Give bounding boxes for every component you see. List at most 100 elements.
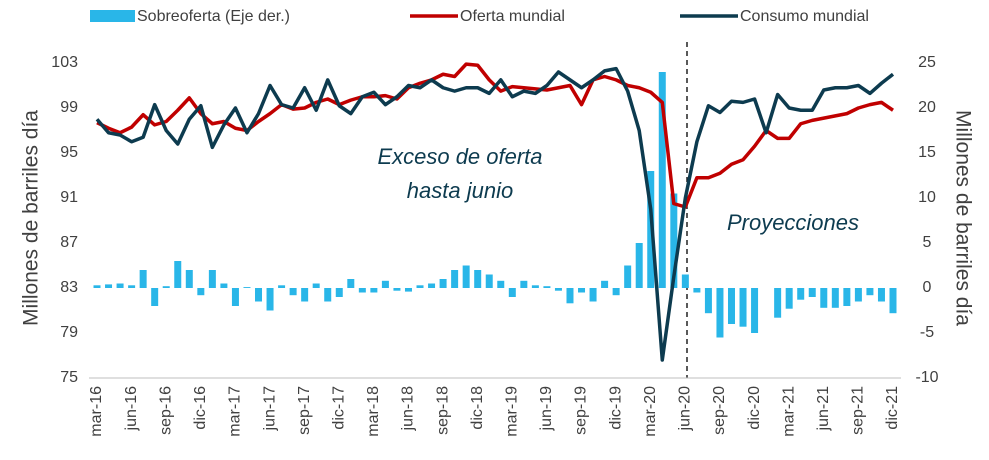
- bar: [889, 288, 897, 314]
- bar: [370, 288, 378, 293]
- y2-tick-label: -10: [915, 369, 938, 386]
- bar: [566, 288, 574, 304]
- bar: [808, 288, 816, 297]
- y2-tick-label: 5: [923, 234, 932, 251]
- bar: [266, 288, 274, 311]
- bar: [243, 287, 251, 288]
- y-tick-label: 95: [60, 144, 78, 161]
- y2-tick-label: 0: [923, 279, 932, 296]
- bar: [877, 288, 885, 302]
- bar: [635, 243, 643, 288]
- bar: [358, 288, 366, 293]
- bar: [428, 283, 436, 288]
- x-tick-label: sep-18: [434, 386, 451, 435]
- bar: [797, 288, 805, 300]
- y-tick-label: 103: [51, 54, 78, 71]
- bar: [324, 288, 332, 302]
- bar: [716, 288, 724, 338]
- bar: [485, 274, 493, 288]
- bar: [866, 288, 874, 296]
- y-tick-label: 83: [60, 279, 78, 296]
- bar: [601, 280, 609, 288]
- bar: [301, 288, 309, 302]
- bar: [751, 288, 759, 333]
- x-tick-label: jun-16: [123, 386, 140, 432]
- bar: [335, 288, 343, 297]
- bar: [185, 270, 193, 288]
- annotation: hasta junio: [407, 178, 513, 203]
- bar: [612, 288, 620, 296]
- bar: [139, 270, 147, 288]
- bar: [589, 288, 597, 302]
- bar: [831, 288, 839, 308]
- bar: [774, 288, 782, 318]
- x-tick-label: sep-16: [157, 386, 174, 435]
- legend-label: Consumo mundial: [740, 8, 869, 25]
- bar: [820, 288, 828, 308]
- x-tick-label: mar-18: [365, 386, 382, 437]
- x-tick-label: jun-20: [677, 386, 694, 432]
- bar: [474, 270, 482, 288]
- y2-axis-label: Millones de barriles día: [951, 110, 974, 326]
- bar: [220, 283, 228, 288]
- bar: [497, 280, 505, 288]
- bar: [681, 274, 689, 288]
- bar: [93, 285, 101, 288]
- bar: [208, 270, 216, 288]
- bar: [128, 285, 136, 288]
- y2-tick-label: 20: [918, 99, 936, 116]
- bar: [197, 288, 205, 296]
- bar: [739, 288, 747, 327]
- legend-swatch: [90, 10, 135, 22]
- bar: [658, 72, 666, 288]
- legend-label: Sobreoferta (Eje der.): [137, 8, 290, 25]
- annotation: Proyecciones: [727, 210, 859, 235]
- x-tick-label: dic-17: [330, 386, 347, 430]
- bar: [289, 288, 297, 296]
- bar: [231, 288, 239, 306]
- y2-tick-label: 15: [918, 144, 936, 161]
- bar: [439, 279, 447, 288]
- x-tick-label: jun-19: [538, 386, 555, 432]
- y2-tick-label: 10: [918, 189, 936, 206]
- bar: [693, 288, 701, 293]
- y2-tick-label: -5: [920, 324, 934, 341]
- bar: [416, 285, 424, 288]
- y-tick-label: 87: [60, 234, 78, 251]
- bar: [462, 265, 470, 288]
- x-tick-label: mar-21: [780, 386, 797, 437]
- y2-tick-label: 25: [918, 54, 936, 71]
- bar: [347, 279, 355, 288]
- x-tick-label: sep-19: [573, 386, 590, 435]
- y-tick-label: 79: [60, 324, 78, 341]
- x-tick-label: dic-18: [469, 386, 486, 430]
- y-axis-label: Millones de barriles día: [20, 110, 43, 326]
- bar: [785, 288, 793, 309]
- x-tick-label: mar-16: [88, 386, 105, 437]
- bar: [554, 288, 562, 291]
- bar: [393, 288, 401, 291]
- bar: [704, 288, 712, 314]
- bar: [520, 280, 528, 288]
- bar: [105, 284, 113, 288]
- y-tick-label: 75: [60, 369, 78, 386]
- x-tick-label: dic-16: [192, 386, 209, 430]
- bar: [578, 288, 586, 293]
- bar: [278, 285, 286, 288]
- bar: [174, 261, 182, 288]
- bar: [727, 288, 735, 324]
- bar: [670, 193, 678, 288]
- x-tick-label: mar-19: [504, 386, 521, 437]
- x-tick-label: mar-17: [227, 386, 244, 437]
- bar: [508, 288, 516, 297]
- bar: [624, 265, 632, 288]
- line: [95, 66, 895, 362]
- bar: [312, 283, 320, 288]
- bar: [116, 283, 124, 288]
- bar: [255, 288, 263, 302]
- bar: [404, 288, 412, 292]
- x-tick-label: jun-21: [815, 386, 832, 432]
- annotation: Exceso de oferta: [377, 144, 542, 169]
- legend-label: Oferta mundial: [460, 8, 565, 25]
